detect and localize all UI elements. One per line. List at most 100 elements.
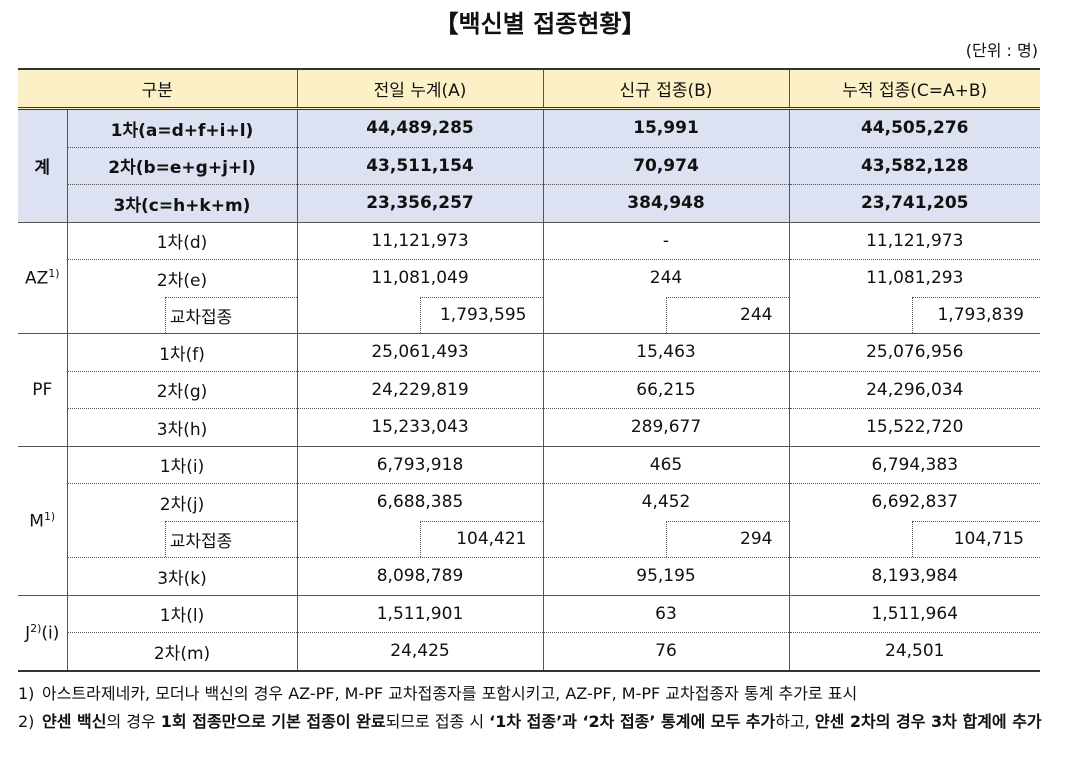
row-label: 3차(c=h+k+m) <box>67 184 298 222</box>
group-label: M <box>29 511 44 532</box>
sub-value-cell: 104,715 <box>788 520 1040 558</box>
value-cell: 25,061,493 <box>296 333 544 371</box>
table-row: 3차(c=h+k+m) 23,356,257 384,948 23,741,205 <box>18 184 1040 222</box>
header-cell: 구분 <box>18 68 298 110</box>
footnote-text: 1회 접종만으로 기본 접종이 완료 <box>160 712 386 731</box>
value-cell: 24,229,819 <box>296 370 544 409</box>
row-group: AZ1) 1차(d) 11,121,973-11,121,973 2차(e) 11,08… <box>18 221 1040 334</box>
footnote-text: 의 경우 <box>106 712 161 731</box>
sub-label-cell: 교차접종 <box>67 520 298 558</box>
group-cell: 계 <box>18 108 68 222</box>
sub-value-cell: 104,421 <box>296 520 544 558</box>
table-row: AZ1) 1차(d) 11,121,973-11,121,973 <box>18 221 1040 334</box>
row-label: 2차(b=e+g+j+l) <box>67 146 298 185</box>
table-row: M1) 1차(i) 6,793,918 465 6,794,383 <box>18 445 1040 595</box>
unit-note: (단위 : 명) <box>965 41 1038 60</box>
row-label: 2차(j) <box>67 483 298 521</box>
header-row: 구분 전일 누계(A) 신규 접종(B) 누적 접종(C=A+B) <box>18 68 1040 110</box>
sub-row: 교차접종 104,421 294 104,715 <box>18 520 1040 558</box>
value-cell: 6,794,383 <box>788 445 1040 484</box>
sub-value: 1,793,839 <box>911 296 1040 333</box>
sub-value: 104,715 <box>911 520 1040 557</box>
value-cell: 70,974 <box>542 146 790 185</box>
value-cell: 25,076,956 <box>788 333 1040 371</box>
value-cell: 289,677 <box>542 408 790 446</box>
value-cell: 15,233,043 <box>296 408 544 446</box>
table-row: 3차(k) 8,098,789 95,195 8,193,984 <box>18 557 1040 595</box>
table-row: 2차(m) 24,425 76 24,501 <box>18 632 1040 672</box>
group-cell: J2)(i) <box>18 594 68 672</box>
value-cell: 4,452 <box>542 483 790 521</box>
table-row: J2)(i) 1차(l) 1,511,901 63 1,511,964 <box>18 594 1040 672</box>
row-group: M1) 1차(i) 6,793,918 465 6,794,383 2차(j) 6,688,… <box>18 445 1040 595</box>
value-cell: 384,948 <box>542 184 790 222</box>
sub-value-cell: 1,793,595 <box>296 296 544 334</box>
footnote-text: 얀센 백신 <box>42 712 107 731</box>
row-label: 1차(l) <box>66 594 298 633</box>
value-cell: 24,501 <box>788 632 1040 672</box>
value-cell: 11,121,973 <box>788 221 1040 260</box>
row-label: 2차(e) <box>67 259 298 297</box>
row-label: 3차(h) <box>67 408 298 446</box>
footnote-text: 얀센 2차의 경우 3차 합계에 추가 <box>814 712 1042 731</box>
value-cell: 8,098,789 <box>296 557 544 595</box>
vaccine-table: 구분 전일 누계(A) 신규 접종(B) 누적 접종(C=A+B) 계 1차(a=… <box>18 68 1040 672</box>
value-cell: 11,081,293 <box>788 259 1040 297</box>
value-cell: 11,121,973 <box>296 221 544 260</box>
sub-value: 294 <box>665 520 789 557</box>
group-label: PF <box>32 379 53 400</box>
value-cell: 95,195 <box>542 557 790 595</box>
row-label: 1차(i) <box>66 445 298 484</box>
value-cell: 8,193,984 <box>788 557 1040 595</box>
group-label: AZ <box>24 268 49 289</box>
sub-value-cell: 244 <box>542 296 790 334</box>
table-row: 계 1차(a=d+f+i+l) 44,489,285 15,991 44,505,276 <box>18 108 1040 222</box>
header-cell: 누적 접종(C=A+B) <box>788 68 1040 110</box>
table-header: 구분 전일 누계(A) 신규 접종(B) 누적 접종(C=A+B) <box>18 68 1040 110</box>
row-label: 2차(g) <box>67 370 298 409</box>
value-cell: 1,511,901 <box>296 594 544 633</box>
sub-label-cell: 교차접종 <box>67 296 298 334</box>
group-cell: AZ1) <box>18 221 68 334</box>
sub-value: 104,421 <box>419 520 543 557</box>
table-row: 2차(b=e+g+j+l) 43,511,154 70,974 43,582,128 <box>18 146 1040 185</box>
value-cell: 15,991 <box>542 108 790 147</box>
footnote-text: ‘1차 접종’과 ‘2차 접종’ 통계에 모두 추가 <box>489 712 776 731</box>
value-cell: 24,296,034 <box>788 370 1040 409</box>
row-label: 3차(k) <box>67 557 298 595</box>
table-row: 3차(h) 15,233,043 289,677 15,522,720 <box>18 408 1040 446</box>
group-note: 1) <box>48 266 60 280</box>
group-note: 2) <box>30 621 42 635</box>
table-row: 2차(g) 24,229,819 66,215 24,296,034 <box>18 370 1040 409</box>
sub-label: 교차접종 <box>164 296 297 333</box>
footnote-text: 아스트라제네카, 모더나 백신의 경우 AZ-PF, M-PF 교차접종자를 포… <box>42 684 858 703</box>
group-suffix: (i) <box>41 623 60 644</box>
value-cell: 11,081,049 <box>296 259 544 297</box>
sub-label: 교차접종 <box>164 520 297 557</box>
group-cell: M1) <box>18 445 68 595</box>
value-cell: 6,793,918 <box>296 445 544 484</box>
group-cell: PF <box>18 333 68 446</box>
page-title: 【백신별 접종현황】 <box>434 10 646 38</box>
footnote: 1) 아스트라제네카, 모더나 백신의 경우 AZ-PF, M-PF 교차접종자를… <box>18 680 1048 707</box>
sub-value: 244 <box>665 296 789 333</box>
value-cell: 44,505,276 <box>788 108 1040 147</box>
value-cell: - <box>542 221 790 260</box>
value-cell: 23,741,205 <box>788 184 1040 222</box>
row-label: 1차(f) <box>66 333 298 371</box>
header-cell: 전일 누계(A) <box>296 68 544 110</box>
value-cell: 43,511,154 <box>296 146 544 185</box>
value-cell: 66,215 <box>542 370 790 409</box>
footnote-text: 되므로 접종 시 <box>385 712 490 731</box>
table-row: 2차(e) 11,081,049 244 11,081,293 <box>18 259 1040 297</box>
footnote-text: 하고, <box>775 712 815 731</box>
value-cell: 63 <box>542 594 790 633</box>
row-label: 1차(d) <box>66 221 298 260</box>
row-label: 2차(m) <box>67 632 298 672</box>
group-label: J <box>25 623 31 644</box>
group-note: 1) <box>43 509 56 523</box>
group-label: 계 <box>34 158 51 179</box>
value-cell: 244 <box>542 259 790 297</box>
